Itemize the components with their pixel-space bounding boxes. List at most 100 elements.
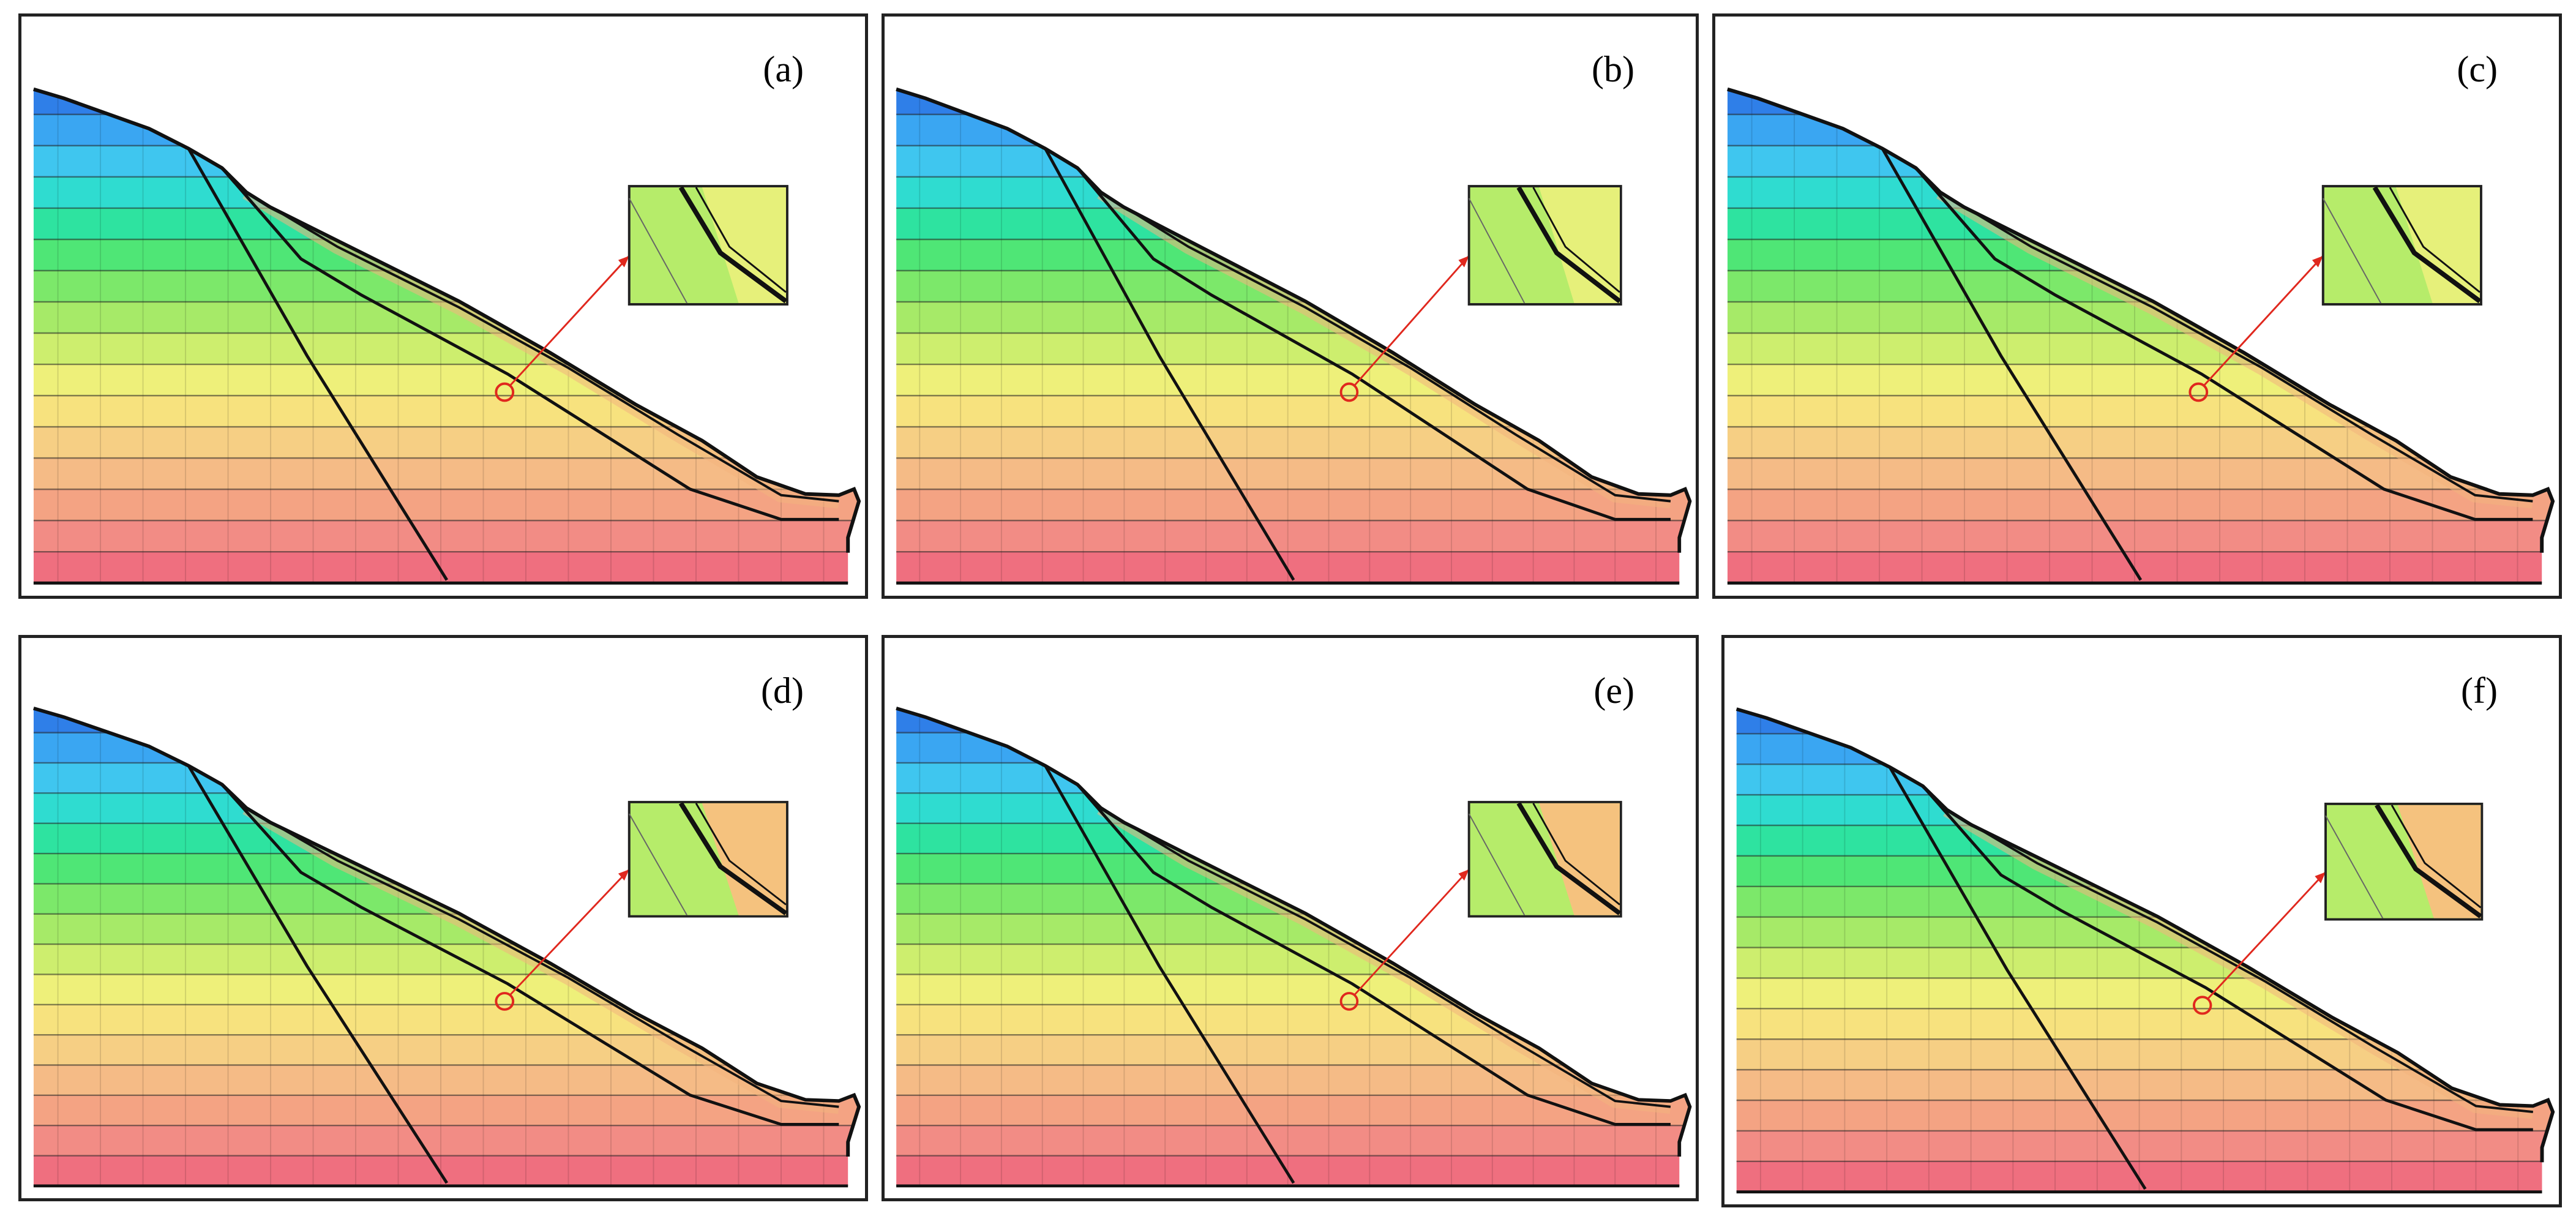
shallow-slip-line <box>1946 808 2533 1113</box>
contour-bands <box>33 89 859 583</box>
slip-surface-line <box>1914 167 2533 521</box>
contour-band <box>1736 764 2553 796</box>
contour-bands <box>1727 89 2553 583</box>
ground-surface-line <box>1735 707 2555 1163</box>
panel-d: (d) <box>18 635 868 1201</box>
contour-band <box>896 145 1690 178</box>
callout-arrow <box>510 869 630 995</box>
contour-band <box>33 520 859 553</box>
contour-band <box>1736 734 2553 765</box>
contour-band <box>1727 145 2553 178</box>
ground-surface-line <box>896 87 1692 553</box>
ground-surface-line <box>33 707 861 1157</box>
slope-model-c <box>1727 87 2555 585</box>
contour-band <box>1727 89 2553 115</box>
contour-band <box>1736 1039 2553 1071</box>
zoom-inset <box>1467 185 1622 306</box>
contour-bands <box>1736 709 2553 1192</box>
contour-band <box>1727 427 2553 459</box>
shallow-slip-line <box>1939 191 2533 503</box>
contour-band <box>33 364 859 397</box>
contour-band <box>33 427 859 459</box>
callout-circle <box>495 992 515 1011</box>
contour-band <box>896 1004 1690 1036</box>
contour-band <box>33 114 859 146</box>
contour-band <box>1736 1130 2553 1162</box>
callout-arrow <box>1354 869 1470 995</box>
contour-band <box>1736 978 2553 1010</box>
slip-surface-line <box>1076 783 1671 1126</box>
panel-c: (c) <box>1712 13 2562 599</box>
contour-band <box>33 1004 859 1036</box>
ground-surface-line <box>896 707 1692 1157</box>
callout-arrow <box>510 255 630 386</box>
callout-arrow <box>2204 255 2324 386</box>
slip-surface-line <box>220 167 839 521</box>
contour-band <box>1727 364 2553 397</box>
contour-band <box>33 89 859 115</box>
panel-label-c: (c) <box>2457 49 2498 89</box>
contour-band <box>1727 114 2553 146</box>
contour-band <box>33 489 859 522</box>
contour-band <box>896 974 1690 1005</box>
fault-line <box>1044 765 1295 1184</box>
zoom-inset <box>2321 185 2482 306</box>
fault-line <box>1044 148 1295 581</box>
contour-bands <box>33 708 859 1186</box>
contour-band <box>896 708 1690 734</box>
callout-circle <box>1339 992 1359 1011</box>
contour-band <box>33 1035 859 1066</box>
ground-surface-line <box>1727 87 2555 553</box>
panel-label-d: (d) <box>761 670 804 711</box>
panel-label-e: (e) <box>1593 670 1634 711</box>
slope-model-b <box>896 87 1692 585</box>
shallow-slip-line <box>1100 806 1671 1108</box>
slope-model-a <box>33 87 861 585</box>
contour-band <box>33 1125 859 1157</box>
slope-model-f <box>1735 707 2555 1194</box>
shallow-slip-line <box>245 191 839 503</box>
zoom-inset <box>627 801 788 918</box>
contour-band <box>33 708 859 734</box>
contour-band <box>896 89 1690 115</box>
fault-line <box>1881 148 2143 581</box>
contour-band <box>1736 1100 2553 1131</box>
callout-circle <box>2188 382 2209 402</box>
slip-surface-line <box>1922 785 2533 1131</box>
contour-band <box>33 762 859 794</box>
contour-band <box>896 396 1690 428</box>
contour-band <box>33 1095 859 1127</box>
fault-line <box>187 765 449 1184</box>
contour-band <box>896 520 1690 553</box>
callout-circle <box>2192 996 2212 1015</box>
shallow-slip-line <box>245 806 839 1108</box>
contour-band <box>896 364 1690 397</box>
ground-surface-line <box>33 87 861 553</box>
fault-line <box>187 148 449 581</box>
panel-a: (a) <box>18 13 868 599</box>
zoom-inset <box>1467 801 1622 918</box>
contour-band <box>1736 1008 2553 1040</box>
panel-f: (f) <box>1721 635 2562 1207</box>
contour-band <box>896 1095 1690 1127</box>
slip-surface-line <box>220 783 839 1126</box>
slope-model-e <box>896 707 1692 1188</box>
callout-circle <box>495 382 515 402</box>
contour-band <box>1736 709 2553 735</box>
zoom-inset <box>2324 802 2484 921</box>
fault-line <box>1888 766 2147 1190</box>
panel-e: (e) <box>882 635 1699 1201</box>
panel-label-b: (b) <box>1592 49 1634 89</box>
contour-band <box>33 732 859 764</box>
contour-band <box>33 396 859 428</box>
contour-band <box>896 1035 1690 1066</box>
contour-band <box>896 762 1690 794</box>
panel-label-f: (f) <box>2461 670 2498 711</box>
contour-band <box>33 974 859 1005</box>
contour-band <box>1727 520 2553 553</box>
contour-band <box>896 489 1690 522</box>
contour-band <box>1727 396 2553 428</box>
callout-circle <box>1339 382 1359 402</box>
contour-band <box>896 1125 1690 1157</box>
contour-band <box>1727 489 2553 522</box>
